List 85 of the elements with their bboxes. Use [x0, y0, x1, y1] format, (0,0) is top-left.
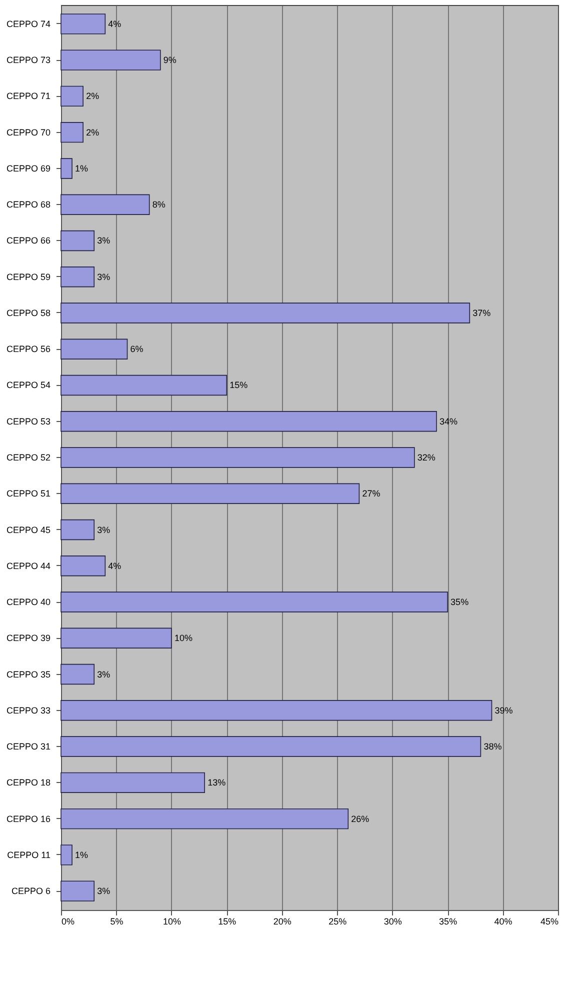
- y-tick-label: CEPPO 56: [6, 344, 50, 354]
- data-label: 3%: [97, 886, 110, 896]
- bar: [60, 592, 448, 612]
- bar: [60, 700, 492, 721]
- bar: [60, 266, 95, 288]
- data-label: 26%: [351, 814, 370, 824]
- data-label: 35%: [450, 597, 469, 608]
- data-label: 38%: [484, 742, 502, 752]
- x-tick-label: 35%: [439, 916, 458, 926]
- data-label: 39%: [494, 705, 513, 716]
- bar: [60, 14, 106, 34]
- y-tick-label: CEPPO 6: [11, 886, 50, 896]
- y-tick-label: CEPPO 33: [6, 705, 50, 716]
- x-tick-label: 5%: [110, 916, 124, 926]
- bar: [60, 519, 95, 540]
- data-label: 34%: [440, 416, 458, 426]
- data-label: 32%: [417, 452, 436, 462]
- bar: [60, 628, 172, 648]
- bar: [60, 736, 482, 757]
- y-tick-label: CEPPO 18: [6, 778, 50, 788]
- bar: [60, 483, 360, 504]
- y-tick-label: CEPPO 73: [6, 55, 50, 66]
- bar: [60, 302, 470, 324]
- data-label: 3%: [97, 272, 110, 282]
- data-label: 9%: [163, 55, 176, 66]
- data-label: 4%: [108, 18, 122, 29]
- y-tick-label: CEPPO 53: [6, 416, 50, 426]
- bar: [60, 50, 161, 70]
- data-label: 6%: [130, 344, 144, 354]
- bar: [60, 772, 205, 793]
- data-label: 4%: [108, 560, 122, 571]
- data-label: 3%: [97, 524, 110, 535]
- y-tick-label: CEPPO 31: [6, 742, 50, 752]
- y-tick-label: CEPPO 11: [7, 850, 50, 860]
- data-label: 15%: [230, 380, 248, 390]
- y-tick-label: CEPPO 59: [6, 272, 50, 282]
- y-tick-label: CEPPO 45: [6, 524, 50, 535]
- y-tick-label: CEPPO 74: [6, 18, 50, 29]
- bar: [60, 411, 437, 432]
- bar: [60, 447, 415, 468]
- y-tick-label: CEPPO 69: [6, 163, 50, 174]
- y-tick-label: CEPPO 68: [6, 200, 50, 210]
- y-tick-label: CEPPO 39: [6, 633, 50, 644]
- y-tick-label: CEPPO 40: [6, 597, 50, 608]
- y-tick-label: CEPPO 35: [6, 669, 50, 680]
- x-tick-label: 30%: [384, 916, 402, 926]
- data-label: 2%: [86, 91, 100, 102]
- data-label: 2%: [86, 127, 100, 138]
- data-label: 10%: [174, 633, 192, 644]
- y-tick-label: CEPPO 44: [6, 560, 50, 571]
- data-label: 3%: [97, 669, 110, 680]
- data-label: 3%: [97, 236, 110, 246]
- y-tick-label: CEPPO 51: [6, 488, 50, 499]
- data-label: 1%: [75, 163, 88, 174]
- data-label: 1%: [75, 850, 88, 860]
- x-tick-label: 15%: [218, 916, 236, 926]
- bar: [60, 158, 72, 179]
- y-tick-label: CEPPO 52: [6, 452, 50, 462]
- bar: [60, 194, 150, 215]
- x-tick-label: 20%: [273, 916, 292, 926]
- y-tick-label: CEPPO 70: [6, 127, 50, 138]
- bar: [60, 844, 72, 866]
- x-tick-label: 40%: [494, 916, 512, 926]
- bar: [60, 664, 95, 685]
- data-label: 27%: [362, 488, 380, 499]
- bar: [60, 808, 349, 830]
- bar: [60, 86, 84, 107]
- data-label: 37%: [472, 308, 491, 318]
- y-tick-label: CEPPO 66: [6, 236, 50, 246]
- bar: [60, 374, 228, 396]
- y-tick-label: CEPPO 54: [6, 380, 50, 390]
- bar: [60, 880, 95, 902]
- y-tick-label: CEPPO 71: [6, 91, 50, 102]
- y-tick-label: CEPPO 58: [6, 308, 50, 318]
- bar: [60, 338, 128, 360]
- data-label: 8%: [152, 200, 166, 210]
- bar: [60, 122, 84, 143]
- data-label: 13%: [208, 778, 226, 788]
- bar: [60, 230, 95, 252]
- bar: [60, 556, 106, 576]
- x-tick-label: 25%: [328, 916, 347, 926]
- y-tick-label: CEPPO 16: [6, 814, 50, 824]
- x-tick-label: 10%: [162, 916, 181, 926]
- x-tick-label: 45%: [540, 916, 558, 926]
- x-tick-label: 0%: [62, 916, 75, 926]
